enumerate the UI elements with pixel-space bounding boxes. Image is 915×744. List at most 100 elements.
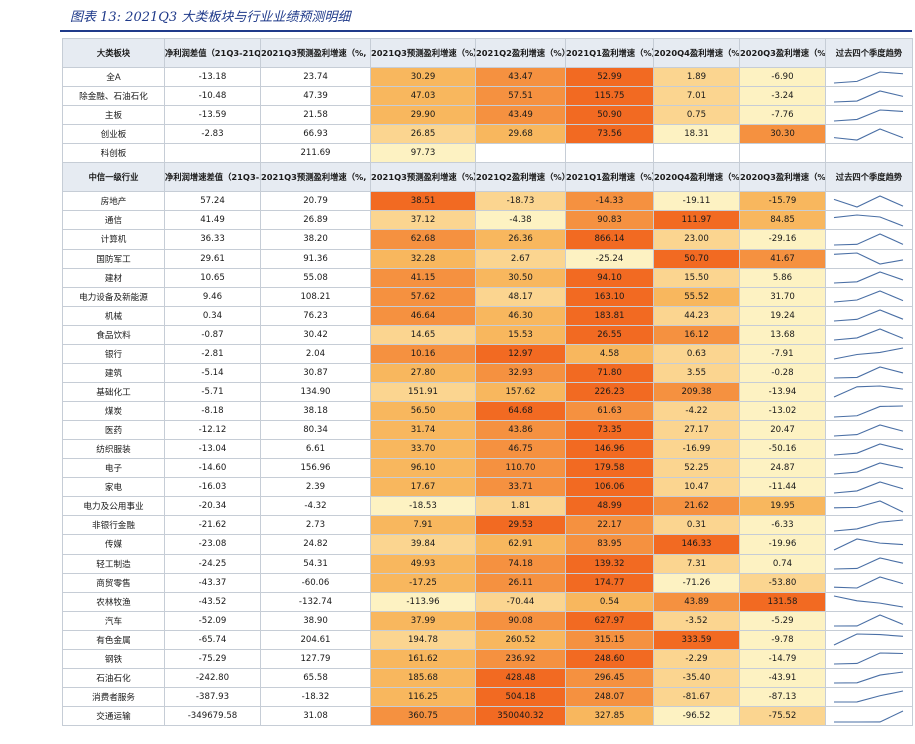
value-cell: -16.03: [164, 477, 261, 498]
value-cell: 33.70: [370, 439, 476, 460]
trend-line: [833, 309, 904, 322]
trend-line: [833, 328, 904, 341]
trend-line: [833, 404, 904, 418]
trend-line: [833, 710, 904, 723]
trend-line: [833, 90, 904, 103]
column-header: 过去四个季度趋势: [825, 162, 913, 193]
table-row: 电子 -14.60 156.96 96.10 110.70 179.58 52.25 24.8…: [62, 458, 913, 479]
value-cell: -17.25: [370, 572, 476, 593]
trend-cell: [825, 86, 913, 107]
row-label: 交通运输: [62, 705, 165, 727]
trend-cell: [825, 496, 913, 517]
value-cell: 0.34: [164, 305, 261, 326]
value-cell: -20.34: [164, 496, 261, 517]
value-cell: 315.15: [565, 629, 654, 650]
value-cell: -113.96: [370, 591, 476, 612]
value-cell: 248.60: [565, 648, 654, 669]
trend-cell: [825, 248, 913, 269]
value-cell: 30.50: [475, 267, 566, 288]
value-cell: 20.47: [739, 420, 826, 441]
column-header: 2021Q3预测盈利增速（%）: [370, 38, 476, 68]
value-cell: 32.93: [475, 362, 566, 383]
column-header: 2021Q1盈利增速（%）: [565, 162, 654, 193]
trend-sparkline: [833, 214, 904, 227]
trend-sparkline: [833, 385, 904, 398]
row-label: 汽车: [62, 610, 165, 631]
value-cell: 26.36: [475, 229, 566, 250]
trend-sparkline: [833, 652, 904, 665]
value-cell: -13.94: [739, 381, 826, 403]
value-cell: 27.80: [370, 362, 476, 383]
value-cell: 54.31: [260, 553, 371, 574]
trend-cell: [825, 686, 913, 708]
value-cell: 504.18: [475, 686, 566, 708]
trend-sparkline: [833, 347, 904, 360]
value-cell: 260.52: [475, 629, 566, 650]
value-cell: 226.23: [565, 381, 654, 403]
trend-line: [833, 614, 904, 627]
value-cell: 174.77: [565, 572, 654, 593]
value-cell: 23.74: [260, 66, 371, 88]
trend-cell: [825, 458, 913, 479]
trend-cell: [825, 477, 913, 498]
table-row: 基础化工 -5.71 134.90 151.91 157.62 226.23 209.38-…: [62, 381, 913, 403]
value-cell: 185.68: [370, 667, 476, 688]
value-cell: 204.61: [260, 629, 371, 650]
value-cell: 80.34: [260, 420, 371, 441]
value-cell: 73.56: [565, 124, 654, 145]
trend-cell: [825, 648, 913, 669]
trend-sparkline: [833, 519, 904, 532]
value-cell: 21.62: [653, 496, 740, 517]
value-cell: -60.06: [260, 572, 371, 593]
value-cell: 57.62: [370, 286, 476, 307]
trend-cell: [825, 705, 913, 727]
value-cell: 38.18: [260, 400, 371, 422]
trend-sparkline: [833, 462, 904, 475]
value-cell: 2.73: [260, 515, 371, 536]
value-cell: -53.80: [739, 572, 826, 593]
value-cell: 29.61: [164, 248, 261, 269]
trend-cell: [825, 591, 913, 612]
table-row: 煤炭 -8.18 38.18 56.50 64.68 61.63 -4.22 -13.02: [62, 400, 913, 422]
value-cell: -35.40: [653, 667, 740, 688]
column-header: 净利润增速差值（21Q3-21Q2, %）: [164, 162, 261, 193]
value-cell: 183.81: [565, 305, 654, 326]
value-cell: 41.15: [370, 267, 476, 288]
value-cell: 38.20: [260, 229, 371, 250]
row-label: 计算机: [62, 229, 165, 250]
value-cell: 24.87: [739, 458, 826, 479]
column-header: 2020Q3盈利增速（%）: [739, 162, 826, 193]
value-cell: 0.63: [653, 343, 740, 364]
value-cell: 139.32: [565, 553, 654, 574]
trend-cell: [825, 143, 913, 164]
value-cell: 179.58: [565, 458, 654, 479]
value-cell: 14.65: [370, 324, 476, 345]
value-cell: 94.10: [565, 267, 654, 288]
value-cell: -2.29: [653, 648, 740, 669]
value-cell: 31.08: [260, 705, 371, 727]
value-cell: 62.68: [370, 229, 476, 250]
trend-sparkline: [833, 557, 904, 570]
value-cell: 13.68: [739, 324, 826, 345]
value-cell: 55.08: [260, 267, 371, 288]
value-cell: 43.49: [475, 105, 566, 126]
value-cell: -18.53: [370, 496, 476, 517]
row-label: 石油石化: [62, 667, 165, 688]
trend-sparkline: [833, 290, 904, 303]
row-label: 创业板: [62, 124, 165, 145]
column-header: 2021Q1盈利增速（%）: [565, 38, 654, 68]
trend-sparkline: [833, 538, 904, 551]
value-cell: 6.61: [260, 439, 371, 460]
value-cell: 30.87: [260, 362, 371, 383]
value-cell: 428.48: [475, 667, 566, 688]
value-cell: 36.33: [164, 229, 261, 250]
row-label: 煤炭: [62, 400, 165, 422]
row-label: 传媒: [62, 534, 165, 555]
value-cell: 146.33: [653, 534, 740, 555]
value-cell: -18.32: [260, 686, 371, 708]
value-cell: 131.58: [739, 591, 826, 612]
trend-cell: [825, 324, 913, 345]
value-cell: 26.11: [475, 572, 566, 593]
value-cell: 0.74: [739, 553, 826, 574]
value-cell: 12.97: [475, 343, 566, 364]
